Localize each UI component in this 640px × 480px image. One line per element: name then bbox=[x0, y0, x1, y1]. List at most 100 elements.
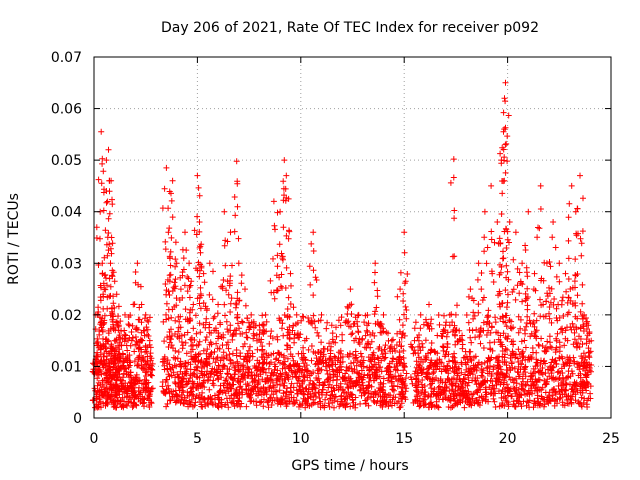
data-point bbox=[235, 260, 242, 267]
data-point bbox=[572, 256, 579, 263]
data-point bbox=[327, 395, 334, 402]
data-point bbox=[525, 208, 532, 215]
data-point bbox=[465, 396, 472, 403]
data-point bbox=[277, 208, 284, 215]
data-point bbox=[569, 370, 576, 377]
data-point bbox=[580, 350, 587, 357]
data-point bbox=[281, 361, 288, 368]
data-point bbox=[503, 140, 510, 147]
data-point bbox=[403, 385, 410, 392]
data-point bbox=[100, 335, 106, 342]
data-point bbox=[485, 307, 492, 314]
data-point bbox=[572, 272, 579, 279]
data-point bbox=[142, 369, 149, 376]
data-point bbox=[478, 286, 485, 293]
data-point bbox=[224, 238, 231, 245]
data-point bbox=[588, 368, 594, 375]
data-point bbox=[164, 276, 171, 283]
data-point bbox=[310, 267, 317, 274]
data-point bbox=[113, 404, 120, 411]
data-point bbox=[500, 330, 507, 337]
data-point bbox=[357, 359, 364, 366]
data-point bbox=[175, 328, 182, 335]
data-point bbox=[309, 380, 316, 387]
data-point bbox=[350, 359, 357, 366]
data-point bbox=[316, 359, 323, 366]
data-point bbox=[146, 314, 153, 321]
data-point bbox=[372, 361, 379, 368]
data-point bbox=[553, 344, 560, 351]
data-point bbox=[187, 336, 194, 343]
data-point bbox=[285, 376, 292, 383]
data-point bbox=[196, 192, 203, 199]
data-point bbox=[206, 354, 213, 361]
data-point bbox=[315, 365, 322, 372]
data-point bbox=[530, 365, 537, 372]
data-point bbox=[501, 377, 508, 384]
data-point bbox=[542, 370, 549, 377]
data-point bbox=[196, 219, 203, 225]
data-point bbox=[495, 376, 502, 382]
data-point bbox=[430, 370, 436, 377]
data-point bbox=[515, 386, 522, 393]
data-point bbox=[175, 349, 182, 355]
data-point bbox=[140, 399, 147, 406]
data-point bbox=[531, 400, 538, 407]
data-point bbox=[504, 236, 511, 243]
data-point bbox=[112, 354, 119, 361]
data-point bbox=[96, 395, 103, 401]
data-point bbox=[427, 320, 434, 327]
data-point bbox=[280, 332, 287, 339]
data-point bbox=[188, 396, 195, 403]
data-point bbox=[378, 357, 385, 364]
data-point bbox=[147, 350, 154, 357]
data-point bbox=[198, 394, 204, 401]
data-point bbox=[457, 386, 464, 393]
data-point bbox=[221, 301, 228, 308]
data-point bbox=[312, 385, 319, 392]
data-point bbox=[167, 262, 174, 269]
data-point bbox=[283, 172, 290, 179]
data-point bbox=[358, 353, 365, 360]
data-point bbox=[347, 323, 354, 330]
data-point bbox=[559, 370, 566, 376]
data-point bbox=[524, 285, 531, 292]
data-point bbox=[341, 396, 348, 403]
data-point bbox=[401, 229, 408, 236]
data-point bbox=[101, 393, 107, 400]
data-point bbox=[317, 400, 324, 407]
data-point bbox=[555, 368, 562, 375]
data-point bbox=[120, 370, 127, 377]
data-point bbox=[552, 244, 559, 251]
data-point bbox=[548, 285, 555, 292]
data-point bbox=[162, 238, 169, 245]
data-point bbox=[235, 400, 242, 407]
data-point bbox=[270, 379, 276, 386]
data-point bbox=[317, 367, 323, 374]
data-point bbox=[583, 359, 590, 366]
data-point bbox=[385, 330, 391, 337]
data-point bbox=[354, 378, 360, 385]
data-point bbox=[470, 309, 477, 316]
data-point bbox=[281, 157, 288, 164]
data-point bbox=[223, 318, 230, 325]
data-point bbox=[452, 359, 459, 366]
data-point bbox=[472, 362, 479, 369]
data-point bbox=[349, 330, 356, 337]
data-point bbox=[573, 344, 580, 351]
data-point bbox=[344, 400, 350, 407]
data-point bbox=[578, 252, 585, 259]
data-point bbox=[94, 311, 101, 318]
data-point bbox=[417, 347, 424, 354]
data-point bbox=[535, 341, 542, 348]
data-point bbox=[310, 312, 317, 319]
data-point bbox=[97, 294, 104, 301]
data-point bbox=[357, 400, 364, 407]
data-point bbox=[554, 369, 561, 376]
data-point bbox=[305, 346, 312, 353]
data-point bbox=[270, 198, 277, 205]
data-point bbox=[298, 317, 305, 324]
data-point bbox=[281, 358, 288, 365]
data-point bbox=[186, 260, 193, 267]
data-point bbox=[379, 351, 386, 358]
